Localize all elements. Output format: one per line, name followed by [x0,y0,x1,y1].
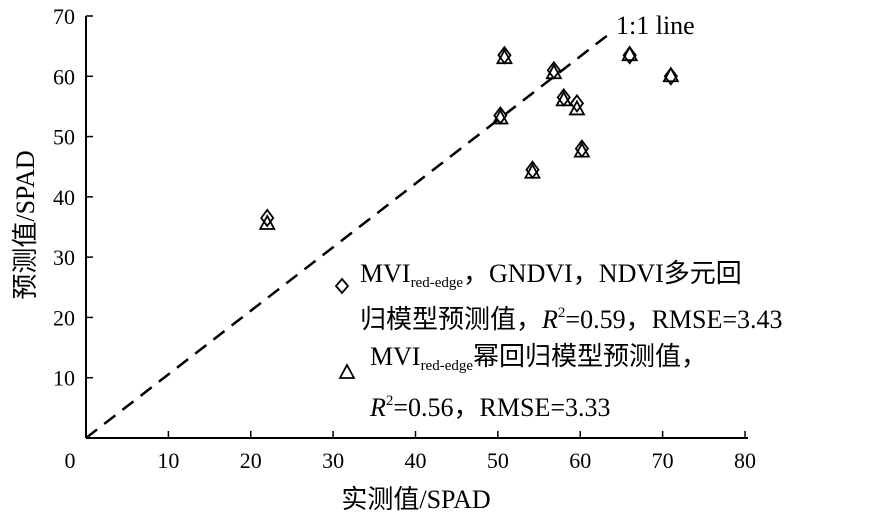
legend-triangle-metrics: =0.56，RMSE=3.33 [393,393,610,422]
x-axis-title: 实测值/SPAD [341,485,490,514]
one-to-one-line [85,33,610,439]
triangle-point-6 [568,99,586,116]
x-tick-label-50: 50 [487,448,509,473]
triangle-point-9 [662,66,680,83]
legend-diamond-line2-pre: 归模型预测值， [360,305,542,334]
x-tick-label-80: 80 [734,448,756,473]
triangle-point-3 [523,162,541,179]
legend-diamond-line1-rest: ，GNDVI，NDVI多元回 [463,259,742,288]
triangle-point-4 [545,63,563,80]
y-tick-label-40: 40 [53,185,75,210]
triangle-point-0 [258,214,276,230]
triangle-point-8 [621,45,639,62]
y-tick-label-20: 20 [53,305,75,330]
x-tick-label-20: 20 [240,448,262,473]
legend-diamond-subscript: red-edge [411,275,464,291]
legend-triangle-mvi: MVI [370,342,421,371]
legend-entry-triangle: MVIred-edge幂回归模型预测值， R2=0.56，RMSE=3.33 [338,342,707,422]
diamond-point-9 [663,66,678,86]
legend-triangle-line1: MVIred-edge幂回归模型预测值， [370,342,707,374]
x-tick-label-60: 60 [569,448,591,473]
y-axis-title: 预测值/SPAD [11,150,40,299]
legend-triangle-line2: R2=0.56，RMSE=3.33 [369,393,611,422]
y-tick-label-10: 10 [53,366,75,391]
legend-diamond-line2: 归模型预测值，R2=0.59，RMSE=3.43 [360,305,783,334]
x-tick-label-10: 10 [157,448,179,473]
legend-diamond-r: R [541,305,558,334]
legend-triangle-marker-icon [338,363,356,379]
legend-diamond-superscript: 2 [558,305,566,321]
diamond-point-0 [260,208,275,228]
data-points [258,45,680,230]
reference-line-group: 1:1 line [85,11,695,439]
legend-triangle-subscript: red-edge [421,358,474,374]
y-tick-label-30: 30 [53,245,75,270]
triangle-point-5 [555,90,573,107]
triangle-point-1 [491,108,509,125]
y-tick-label-70: 70 [53,4,75,29]
triangle-point-2 [495,48,513,65]
x-tick-label-70: 70 [652,448,674,473]
legend-diamond-line1: MVIred-edge，GNDVI，NDVI多元回 [360,259,742,291]
x-tick-label-0: 0 [65,448,76,473]
y-tick-label-50: 50 [53,125,75,150]
legend-diamond-marker-icon [334,277,350,295]
legend: MVIred-edge，GNDVI，NDVI多元回 归模型预测值，R2=0.59… [334,259,783,422]
legend-entry-diamond: MVIred-edge，GNDVI，NDVI多元回 归模型预测值，R2=0.59… [334,259,783,334]
legend-diamond-mvi: MVI [360,259,411,288]
legend-triangle-line1-rest: 幂回归模型预测值， [473,342,707,371]
axes [85,16,748,439]
x-tick-label-40: 40 [405,448,427,473]
triangle-point-7 [573,141,591,158]
legend-triangle-r: R [369,393,386,422]
axis-ticks [85,15,746,438]
tick-labels: 0 10 20 30 40 50 60 70 80 10 20 30 40 50 60 70 [53,4,756,473]
y-tick-label-60: 60 [53,64,75,89]
legend-diamond-metrics: =0.59，RMSE=3.43 [565,305,782,334]
diamond-point-6 [569,93,585,113]
legend-triangle-superscript: 2 [386,393,394,409]
one-to-one-line-label: 1:1 line [616,11,695,40]
diamond-point-8 [622,45,637,65]
x-tick-label-30: 30 [322,448,344,473]
